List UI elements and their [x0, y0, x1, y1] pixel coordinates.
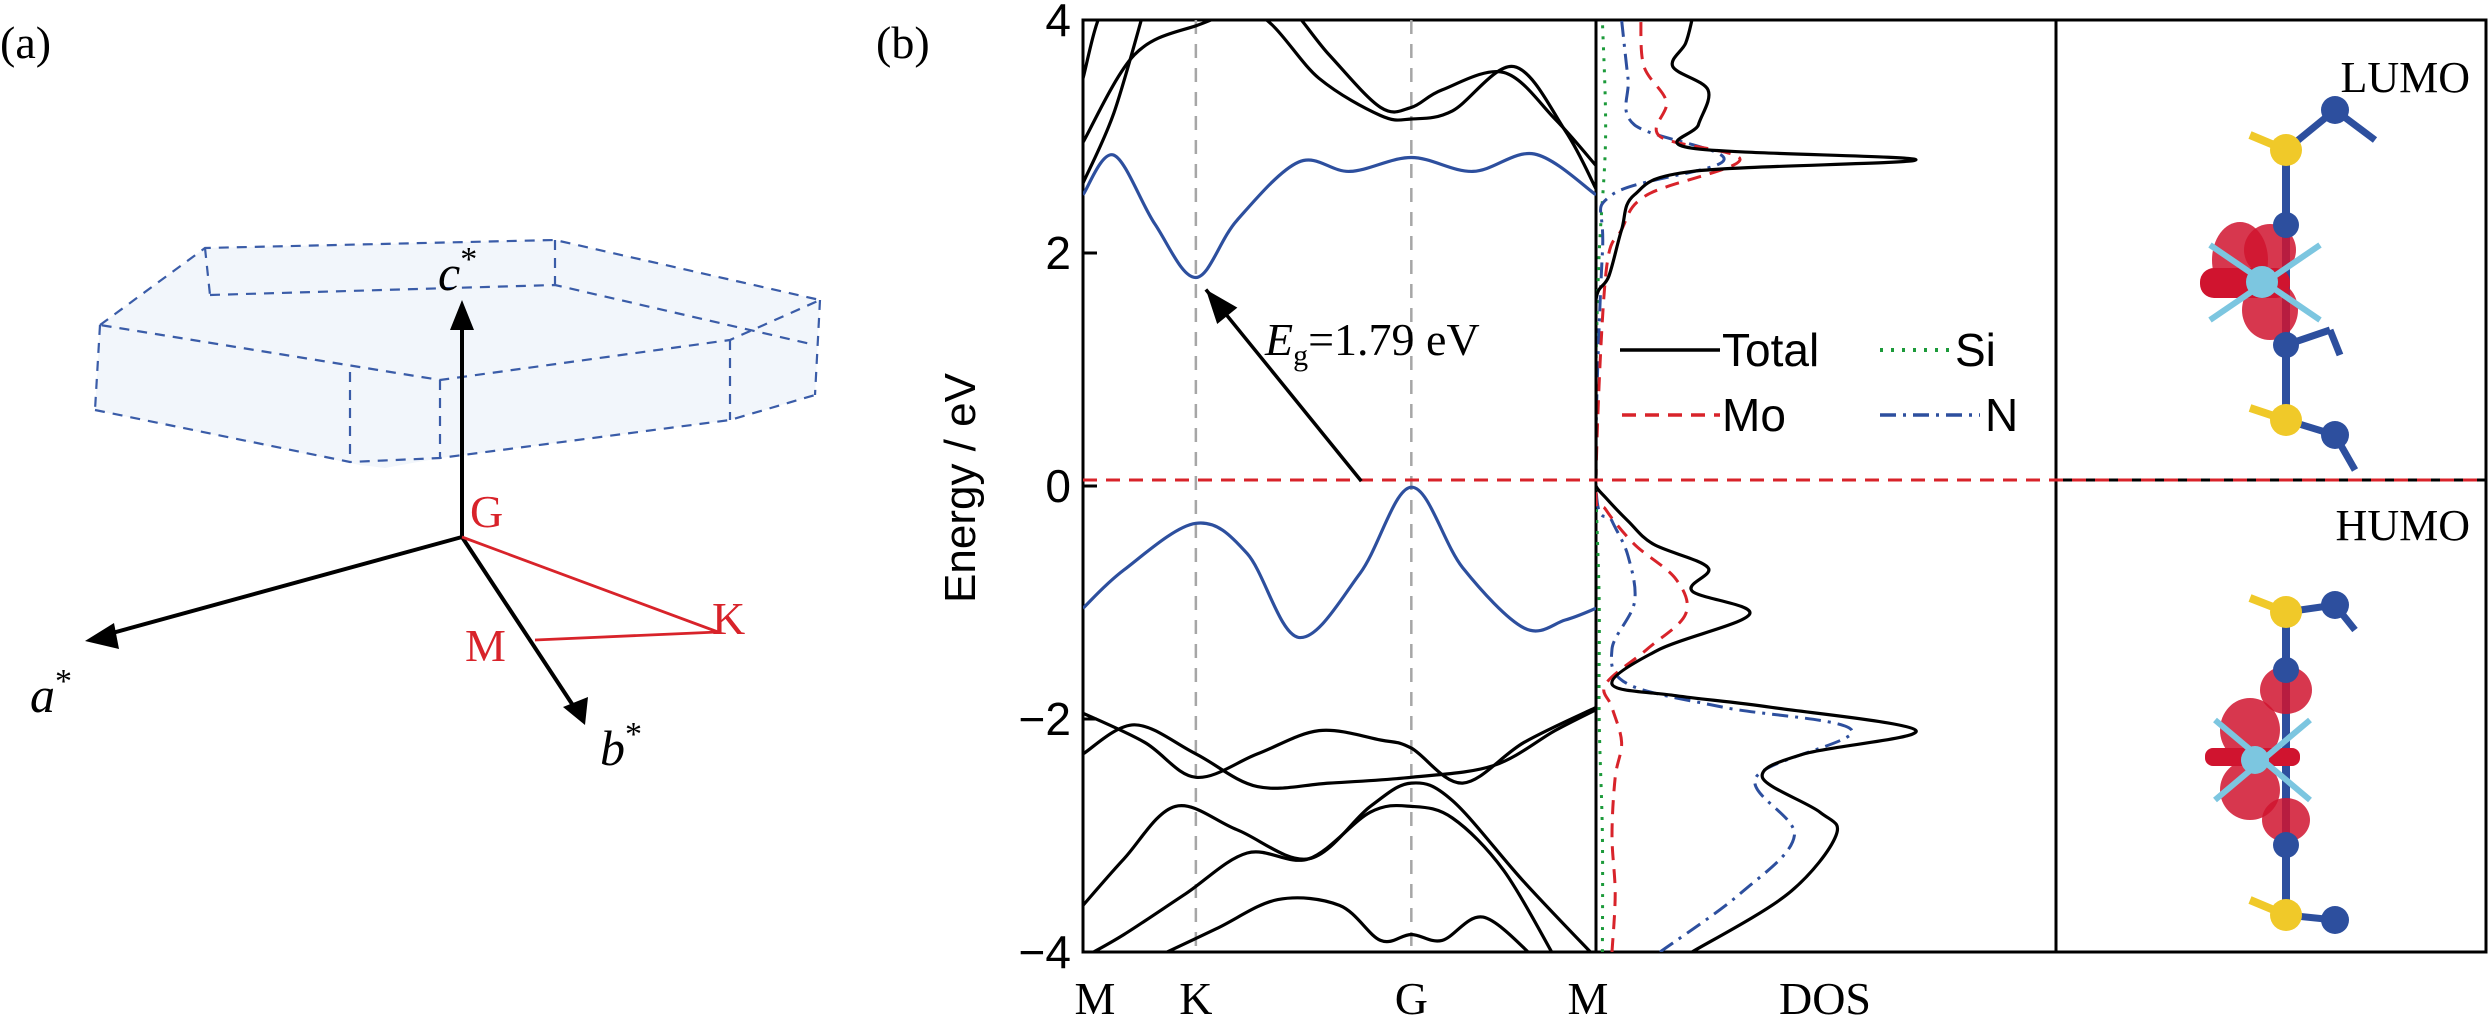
orbital-frame — [2054, 18, 2488, 954]
a-star-label: a* — [30, 663, 72, 723]
a-axis-arrowhead — [85, 623, 119, 649]
n-atom — [2321, 421, 2349, 449]
brillouin-zone-panel: (a) c* a* b* G — [0, 17, 824, 776]
dos-legend: Total Si Mo N — [1620, 324, 2018, 441]
kpath-g-k-m — [461, 535, 719, 642]
y-tick-label: −4 — [1019, 926, 1071, 978]
band-line — [1090, 803, 1554, 952]
dos-series-mo — [1596, 20, 1742, 952]
panel-a-label: (a) — [0, 17, 51, 68]
band-line — [1083, 20, 1143, 184]
mo-atom — [2241, 746, 2269, 774]
dos-curves — [1596, 20, 1918, 952]
band-gap-label: Eg=1.79 eV — [1264, 314, 1480, 372]
y-tick-label: −2 — [1019, 693, 1071, 745]
homo-orbital-structure — [2205, 591, 2358, 934]
reciprocal-axes — [85, 300, 588, 725]
k-point-label: G — [1395, 973, 1428, 1022]
legend-total-label: Total — [1722, 324, 1819, 376]
point-m-label: M — [465, 620, 506, 671]
band-line — [1083, 485, 1596, 640]
k-point-label: M — [1075, 973, 1116, 1022]
legend-n-label: N — [1985, 389, 2018, 441]
mo-atom — [2246, 266, 2278, 298]
si-atom — [2270, 596, 2302, 628]
point-g-label: G — [470, 486, 503, 537]
band-line — [1083, 781, 1593, 952]
n-atom — [2273, 657, 2299, 683]
band-plot-frame — [1081, 18, 1598, 954]
dos-plot-frame — [1594, 18, 2058, 954]
y-tick-label: 4 — [1045, 0, 1071, 46]
c-star-label: c* — [438, 241, 477, 301]
band-line — [1083, 20, 1596, 190]
legend-si-label: Si — [1955, 324, 1996, 376]
y-ticks: −4 −2 0 2 4 — [1019, 0, 1097, 978]
si-atom — [2270, 899, 2302, 931]
band-gap-arrowhead — [1205, 289, 1238, 325]
si-atom — [2270, 404, 2302, 436]
k-point-label: K — [1179, 973, 1212, 1022]
n-atom — [2273, 332, 2299, 358]
n-atom — [2273, 212, 2299, 238]
homo-lobe — [2260, 666, 2312, 714]
n-atom — [2321, 906, 2349, 934]
homo-lobe — [2262, 798, 2310, 842]
band-line — [1083, 705, 1596, 785]
b-star-label: b* — [600, 716, 642, 776]
y-tick-label: 0 — [1045, 460, 1071, 512]
band-line — [1083, 708, 1596, 790]
band-structure — [1083, 20, 1596, 952]
n-atom — [2273, 832, 2299, 858]
bz-fill — [95, 240, 820, 468]
lumo-orbital-structure — [2200, 96, 2378, 472]
lumo-label: LUMO — [2340, 53, 2470, 102]
panel-b-label: (b) — [876, 17, 930, 68]
band-gap-arrow-line — [1204, 288, 1363, 483]
bond — [2326, 328, 2344, 357]
k-point-label: M — [1568, 973, 1609, 1022]
c-axis-arrowhead — [450, 300, 474, 330]
dos-series-n — [1596, 20, 1854, 952]
legend-mo-label: Mo — [1722, 389, 1786, 441]
point-k-label: K — [712, 593, 745, 644]
si-atom — [2270, 134, 2302, 166]
n-atom — [2321, 96, 2349, 124]
b-axis-arrowhead — [563, 697, 588, 725]
y-tick-label: 2 — [1045, 227, 1071, 279]
bz-hexagon — [93, 238, 824, 464]
homo-lobe — [2220, 698, 2280, 762]
band-line — [1083, 20, 1596, 167]
homo-lobe — [2220, 760, 2280, 820]
dos-series-total — [1596, 20, 1918, 952]
n-atom — [2321, 591, 2349, 619]
y-axis-label: Energy / eV — [936, 372, 985, 603]
homo-label: HUMO — [2336, 501, 2470, 550]
band-line — [1083, 151, 1596, 280]
band-gap-arrow — [1204, 288, 1363, 483]
band-line — [1163, 896, 1531, 952]
dos-axis-label: DOS — [1779, 973, 1871, 1022]
